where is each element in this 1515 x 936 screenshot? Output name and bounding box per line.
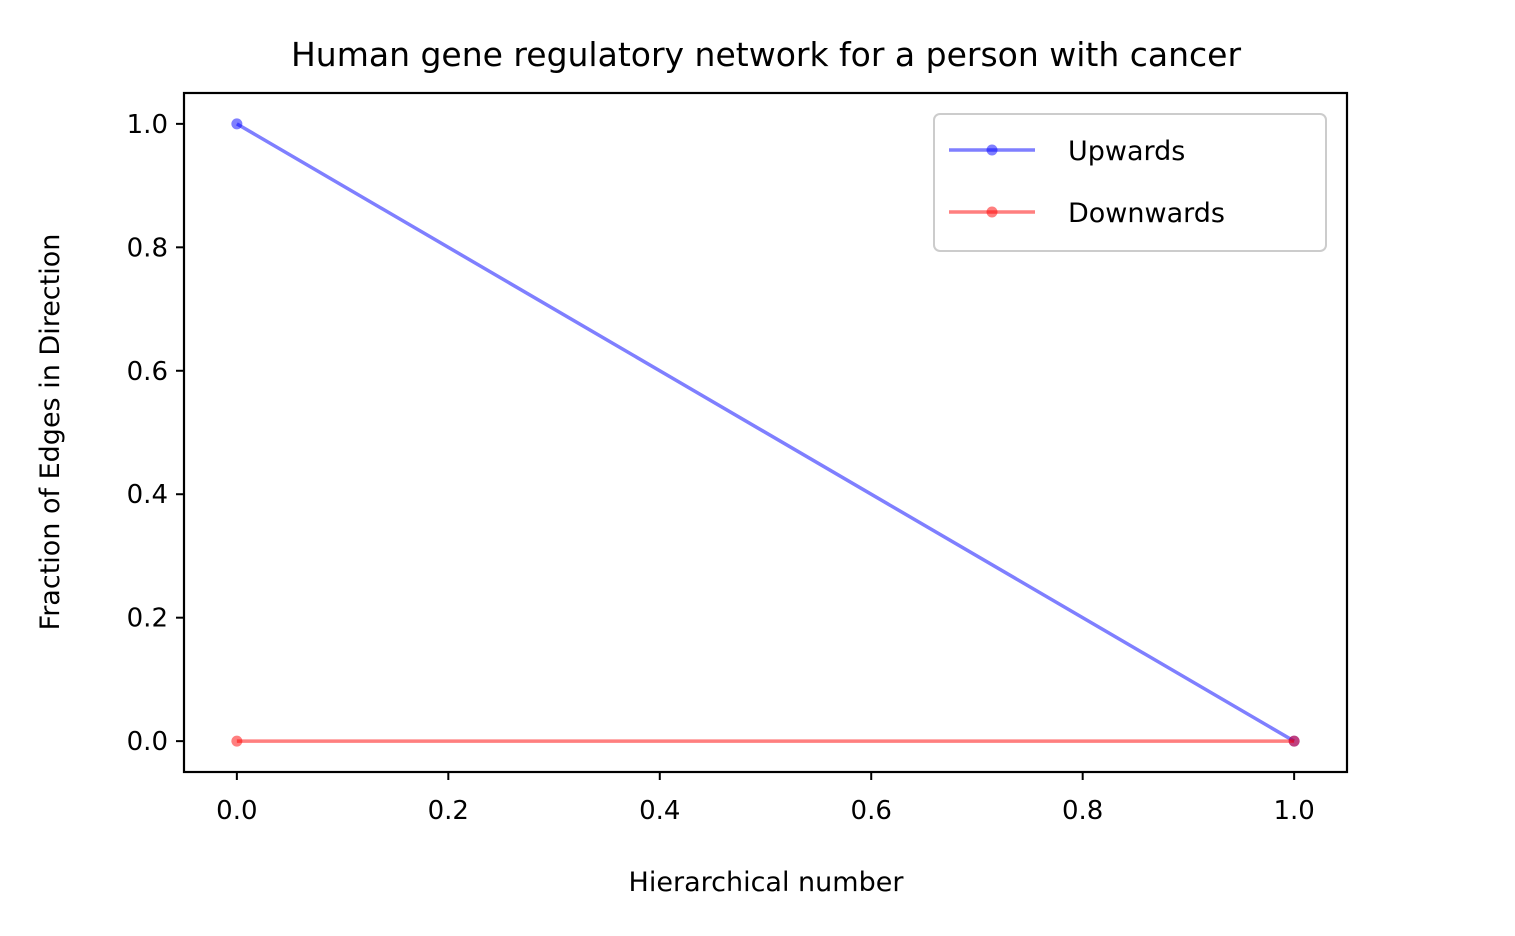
y-tick-label: 0.2: [127, 604, 168, 634]
legend-marker-downwards: [986, 206, 998, 218]
x-tick-label: 0.2: [428, 796, 469, 826]
y-tick-label: 0.4: [127, 480, 168, 510]
y-tick-label: 0.0: [127, 727, 168, 757]
y-tick-label: 1.0: [127, 110, 168, 140]
x-tick-label: 1.0: [1273, 796, 1314, 826]
legend-marker-upwards: [986, 144, 998, 156]
y-axis-label: Fraction of Edges in Direction: [35, 234, 66, 631]
series-line-upwards: [235, 122, 1296, 743]
ticks: 0.0 0.2 0.4 0.6 0.8 1.0 0.0 0.2 0.4 0.6 0.8 1.0: [127, 110, 1315, 826]
data-point-upwards: [231, 118, 243, 130]
legend-label-upwards: Upwards: [1068, 136, 1185, 167]
series-lines: [231, 118, 1300, 747]
data-point-downwards: [231, 735, 243, 747]
chart-title: Human gene regulatory network for a pers…: [291, 35, 1241, 74]
x-tick-label: 0.6: [851, 796, 892, 826]
axes-frame: [182, 91, 1349, 774]
legend: Upwards Downwards: [933, 113, 1327, 252]
x-tick-label: 0.8: [1062, 796, 1103, 826]
x-tick-label: 0.4: [639, 796, 680, 826]
x-axis-label: Hierarchical number: [629, 867, 905, 898]
legend-label-downwards: Downwards: [1068, 198, 1225, 229]
data-point-downwards: [1288, 735, 1300, 747]
y-tick-label: 0.8: [127, 233, 168, 263]
x-tick-label: 0.0: [216, 796, 257, 826]
y-tick-label: 0.6: [127, 357, 168, 387]
legend-box: [933, 113, 1327, 252]
